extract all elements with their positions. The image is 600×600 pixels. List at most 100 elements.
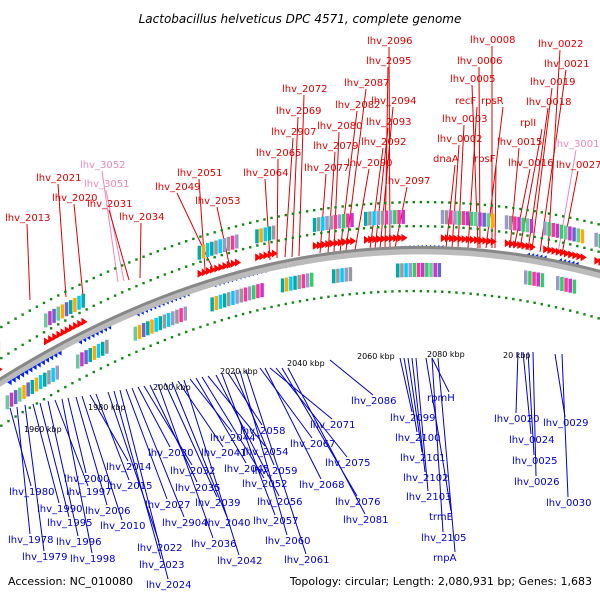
leader-line bbox=[119, 389, 169, 580]
gene-label: lhv_2076 bbox=[335, 497, 380, 508]
bottom-label-leader-lines bbox=[9, 351, 569, 580]
tick-dot bbox=[14, 317, 17, 320]
forward-arrow bbox=[457, 234, 464, 243]
forward-arrow bbox=[555, 247, 562, 256]
tick-dot bbox=[64, 290, 67, 294]
gene-block bbox=[316, 217, 321, 232]
top-gene-labels: lhv_2013 lhv_2021 lhv_2020 lhv_3052 lhv_3051… bbox=[5, 35, 600, 224]
gene-block bbox=[100, 341, 105, 356]
tick-dot bbox=[583, 246, 586, 250]
gene-block bbox=[517, 217, 521, 232]
gene-label: lhv_2042 bbox=[217, 556, 262, 567]
gene-label: lhv_0005 bbox=[450, 74, 495, 85]
forward-arrow bbox=[564, 249, 570, 258]
tick-dot bbox=[298, 235, 302, 238]
gene-label: lhv_2077 bbox=[304, 163, 349, 174]
tick-label: 1980 kbp bbox=[88, 403, 126, 412]
gene-block bbox=[150, 319, 154, 334]
leader-line bbox=[201, 376, 265, 479]
leader-line bbox=[451, 144, 460, 249]
tick-dot bbox=[384, 290, 387, 293]
forward-arrow bbox=[271, 249, 278, 258]
tick-dot bbox=[185, 330, 188, 334]
tick-dot bbox=[156, 341, 159, 345]
leader-line bbox=[195, 377, 247, 464]
leader-line bbox=[513, 168, 531, 249]
tick-dot bbox=[334, 206, 337, 209]
tick-dot bbox=[128, 288, 131, 291]
gene-label: lhv_2086 bbox=[351, 396, 396, 407]
forward-arrow bbox=[397, 233, 404, 242]
forward-arrow bbox=[380, 234, 387, 243]
forward-arrow bbox=[81, 317, 88, 326]
tick-dot bbox=[256, 244, 259, 247]
gene-block bbox=[64, 302, 69, 317]
tick-dot bbox=[441, 290, 444, 293]
tick-dot bbox=[113, 267, 117, 270]
tick-dot bbox=[313, 208, 316, 212]
gene-label: lhv_2907 bbox=[271, 127, 316, 138]
tick-dot bbox=[206, 258, 209, 261]
gene-label: lhv_2058 bbox=[240, 426, 285, 437]
tick-dot bbox=[590, 315, 593, 318]
accession-text: Accession: NC_010080 bbox=[8, 575, 133, 588]
tick-dot bbox=[590, 248, 593, 251]
gene-block bbox=[13, 390, 18, 405]
tick-dot bbox=[369, 226, 373, 229]
forward-arrow bbox=[255, 253, 262, 262]
gene-block bbox=[231, 290, 235, 305]
gene-label: rplI bbox=[520, 118, 536, 129]
tick-dot bbox=[234, 249, 238, 253]
tick-dot bbox=[497, 205, 501, 208]
forward-arrow bbox=[576, 252, 583, 261]
gene-block bbox=[84, 350, 88, 365]
tick-dot bbox=[348, 228, 351, 231]
tick-dot bbox=[220, 318, 223, 322]
leader-line bbox=[264, 367, 322, 480]
forward-arrow bbox=[346, 237, 353, 246]
tick-dot bbox=[305, 234, 309, 237]
gene-block bbox=[222, 238, 227, 253]
tick-dot bbox=[163, 247, 167, 250]
tick-dot bbox=[334, 229, 337, 233]
tick-dot bbox=[71, 315, 74, 318]
tick-dot bbox=[135, 258, 138, 261]
outer-tick-dots bbox=[0, 200, 600, 329]
forward-arrow bbox=[325, 240, 332, 249]
tick-dot bbox=[177, 268, 181, 271]
gene-block bbox=[80, 352, 84, 367]
gene-block bbox=[340, 268, 344, 283]
gene-block bbox=[341, 213, 346, 228]
gene-block bbox=[532, 271, 536, 286]
tick-dot bbox=[320, 207, 323, 211]
tick-dot bbox=[42, 331, 46, 334]
tick-dot bbox=[21, 343, 24, 347]
gene-block bbox=[60, 304, 65, 319]
gene-label: lhv_2022 bbox=[137, 543, 182, 554]
tick-dot bbox=[241, 223, 245, 226]
tick-dot bbox=[284, 302, 287, 306]
leader-line bbox=[137, 386, 171, 448]
leader-line bbox=[547, 49, 561, 253]
gene-block bbox=[412, 262, 417, 277]
map-title: Lactobacillus helveticus DPC 4571, compl… bbox=[139, 12, 462, 26]
tick-dot bbox=[327, 230, 330, 234]
tick-dot bbox=[526, 234, 529, 237]
tick-dot bbox=[362, 203, 366, 206]
gene-label: lhv_2013 bbox=[5, 213, 50, 224]
gene-block bbox=[572, 227, 576, 242]
gene-label: trmE bbox=[429, 512, 453, 523]
tick-dot bbox=[14, 347, 17, 351]
gene-block bbox=[166, 312, 171, 327]
gene-label: lhv_1990 bbox=[37, 504, 82, 515]
tick-dot bbox=[277, 304, 280, 307]
tick-dot bbox=[576, 311, 579, 314]
gene-block bbox=[384, 210, 389, 225]
tick-dot bbox=[284, 237, 287, 241]
tick-dot bbox=[569, 243, 572, 246]
gene-block bbox=[453, 210, 457, 225]
gene-block bbox=[5, 395, 10, 410]
gene-block bbox=[580, 229, 585, 244]
tick-dot bbox=[249, 310, 252, 314]
tick-dot bbox=[305, 298, 309, 302]
